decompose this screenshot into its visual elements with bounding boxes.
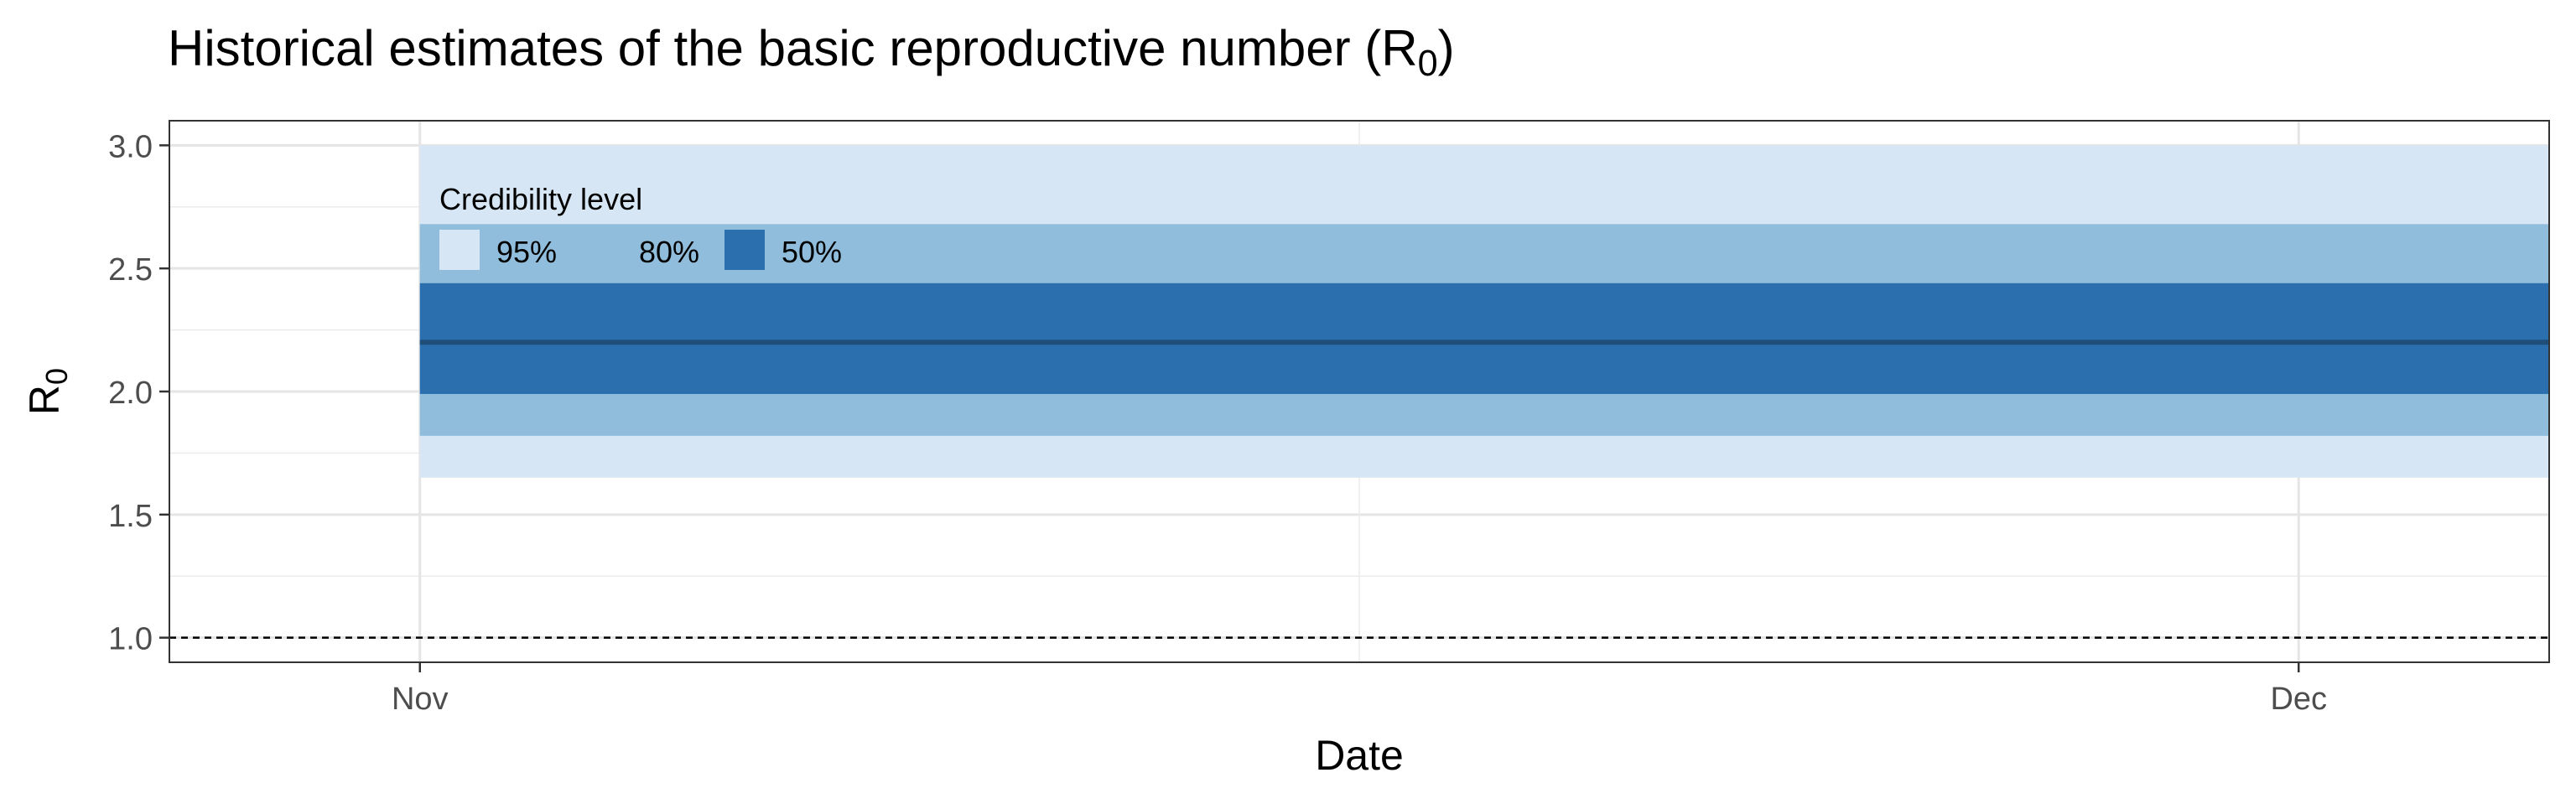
x-tick-label: Dec [2270, 682, 2327, 717]
y-tick-label: 1.0 [108, 622, 153, 657]
x-tick-label: Nov [392, 682, 449, 717]
y-axis-title: R0 [21, 368, 74, 415]
y-tick-label: 2.0 [108, 376, 153, 411]
y-tick-label: 2.5 [108, 252, 153, 288]
legend: Credibility level 95% 80% 50% [439, 182, 842, 270]
legend-key-50-pct [724, 230, 765, 270]
legend-title: Credibility level [439, 182, 642, 216]
legend-label-50-pct: 50% [782, 235, 842, 269]
chart-title: Historical estimates of the basic reprod… [168, 20, 1455, 84]
legend-label-95-pct: 95% [496, 235, 557, 269]
band-50-pct [419, 283, 2550, 394]
axes: 1.0 1.5 2.0 2.5 3.0 Nov Dec [108, 129, 2327, 717]
x-axis-title: Date [1315, 732, 1404, 779]
credible-bands [419, 145, 2550, 478]
legend-key-95-pct [439, 230, 480, 270]
y-tick-label: 1.5 [108, 499, 153, 534]
y-tick-label: 3.0 [108, 129, 153, 164]
legend-label-80-pct: 80% [639, 235, 699, 269]
median-line-layer [169, 340, 2549, 639]
legend-key-80-pct [582, 230, 622, 270]
